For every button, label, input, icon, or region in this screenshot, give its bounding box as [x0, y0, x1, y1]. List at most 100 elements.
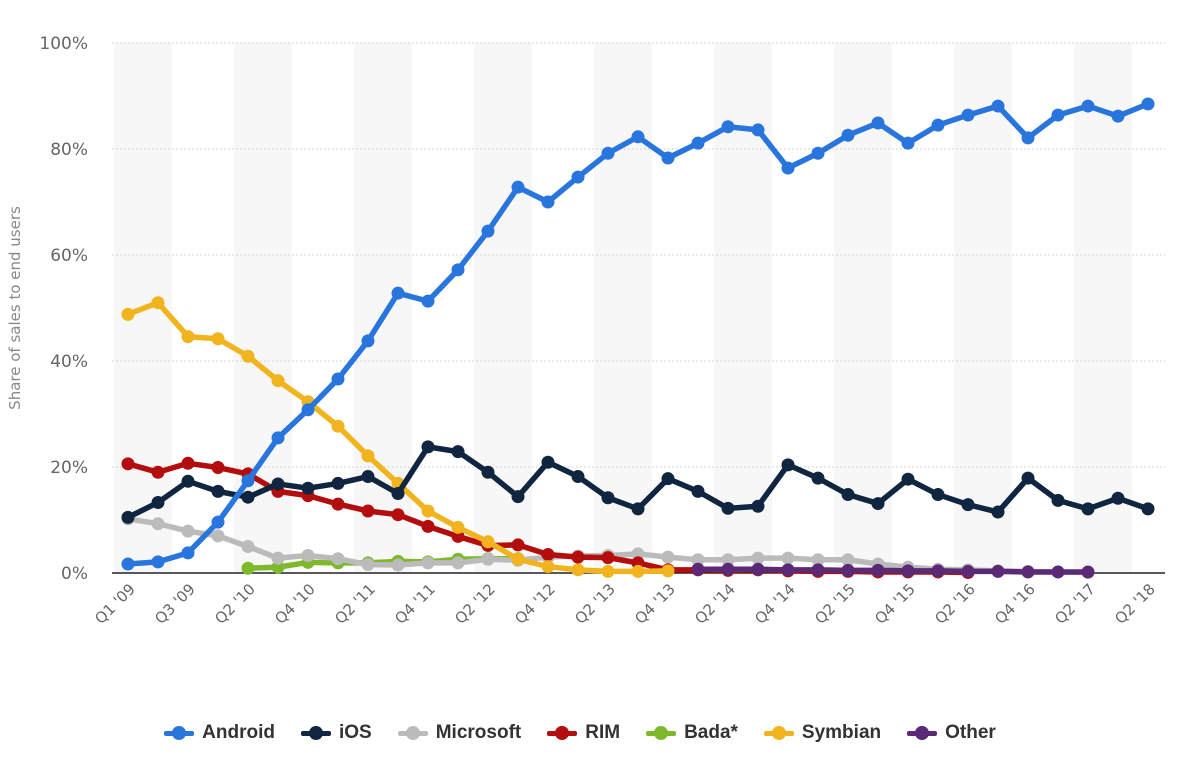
data-point[interactable]: [871, 563, 885, 577]
legend-item[interactable]: Symbian: [763, 722, 881, 744]
data-point[interactable]: [751, 499, 765, 513]
data-point[interactable]: [391, 286, 405, 300]
data-point[interactable]: [181, 474, 195, 488]
data-point[interactable]: [1051, 493, 1065, 507]
legend-item[interactable]: RIM: [547, 722, 620, 744]
data-point[interactable]: [751, 551, 765, 565]
data-point[interactable]: [181, 330, 195, 344]
data-point[interactable]: [541, 560, 555, 574]
data-point[interactable]: [1081, 502, 1095, 516]
data-point[interactable]: [121, 307, 135, 321]
data-point[interactable]: [151, 296, 165, 310]
data-point[interactable]: [211, 484, 225, 498]
legend-item[interactable]: Android: [164, 722, 275, 744]
data-point[interactable]: [451, 263, 465, 277]
data-point[interactable]: [571, 563, 585, 577]
data-point[interactable]: [211, 515, 225, 529]
data-point[interactable]: [781, 458, 795, 472]
data-point[interactable]: [781, 563, 795, 577]
data-point[interactable]: [601, 564, 615, 578]
data-point[interactable]: [451, 445, 465, 459]
data-point[interactable]: [241, 474, 255, 488]
data-point[interactable]: [271, 374, 285, 388]
data-point[interactable]: [691, 136, 705, 150]
data-point[interactable]: [661, 550, 675, 564]
data-point[interactable]: [391, 558, 405, 572]
data-point[interactable]: [481, 465, 495, 479]
data-point[interactable]: [541, 547, 555, 561]
data-point[interactable]: [121, 457, 135, 471]
data-point[interactable]: [481, 535, 495, 549]
data-point[interactable]: [901, 136, 915, 150]
data-point[interactable]: [841, 563, 855, 577]
data-point[interactable]: [1051, 565, 1065, 579]
data-point[interactable]: [361, 558, 375, 572]
data-point[interactable]: [781, 161, 795, 175]
legend-item[interactable]: iOS: [301, 722, 372, 744]
data-point[interactable]: [571, 170, 585, 184]
data-point[interactable]: [391, 508, 405, 522]
data-point[interactable]: [901, 472, 915, 486]
data-point[interactable]: [1141, 97, 1155, 111]
data-point[interactable]: [991, 99, 1005, 113]
data-point[interactable]: [181, 546, 195, 560]
data-point[interactable]: [361, 504, 375, 518]
legend-item[interactable]: Other: [907, 722, 996, 744]
data-point[interactable]: [271, 431, 285, 445]
data-point[interactable]: [361, 449, 375, 463]
data-point[interactable]: [331, 372, 345, 386]
data-point[interactable]: [421, 519, 435, 533]
data-point[interactable]: [361, 470, 375, 484]
data-point[interactable]: [451, 556, 465, 570]
legend-item[interactable]: Bada*: [646, 722, 738, 744]
legend-item[interactable]: Microsoft: [397, 722, 521, 744]
data-point[interactable]: [901, 564, 915, 578]
data-point[interactable]: [151, 496, 165, 510]
data-point[interactable]: [1081, 565, 1095, 579]
data-point[interactable]: [1111, 109, 1125, 123]
data-point[interactable]: [601, 551, 615, 565]
data-point[interactable]: [571, 470, 585, 484]
data-point[interactable]: [961, 564, 975, 578]
data-point[interactable]: [571, 550, 585, 564]
data-point[interactable]: [871, 497, 885, 511]
data-point[interactable]: [451, 529, 465, 543]
data-point[interactable]: [511, 552, 525, 566]
data-point[interactable]: [1111, 491, 1125, 505]
data-point[interactable]: [151, 465, 165, 479]
data-point[interactable]: [151, 555, 165, 569]
data-point[interactable]: [1021, 131, 1035, 145]
data-point[interactable]: [181, 524, 195, 538]
data-point[interactable]: [361, 334, 375, 348]
data-point[interactable]: [331, 552, 345, 566]
data-point[interactable]: [241, 349, 255, 363]
data-point[interactable]: [601, 146, 615, 160]
data-point[interactable]: [151, 517, 165, 531]
data-point[interactable]: [1051, 108, 1065, 122]
data-point[interactable]: [211, 529, 225, 543]
data-point[interactable]: [1141, 502, 1155, 516]
data-point[interactable]: [721, 501, 735, 515]
data-point[interactable]: [781, 551, 795, 565]
data-point[interactable]: [931, 118, 945, 132]
data-point[interactable]: [691, 484, 705, 498]
data-point[interactable]: [421, 504, 435, 518]
data-point[interactable]: [1021, 565, 1035, 579]
data-point[interactable]: [661, 564, 675, 578]
data-point[interactable]: [601, 491, 615, 505]
data-point[interactable]: [391, 487, 405, 500]
data-point[interactable]: [241, 490, 255, 504]
data-point[interactable]: [751, 123, 765, 137]
data-point[interactable]: [301, 481, 315, 495]
data-point[interactable]: [631, 130, 645, 144]
data-point[interactable]: [331, 476, 345, 490]
data-point[interactable]: [991, 505, 1005, 519]
data-point[interactable]: [1081, 99, 1095, 113]
data-point[interactable]: [691, 562, 705, 576]
data-point[interactable]: [301, 403, 315, 417]
data-point[interactable]: [631, 547, 645, 561]
data-point[interactable]: [871, 116, 885, 130]
data-point[interactable]: [451, 520, 465, 534]
data-point[interactable]: [241, 561, 255, 575]
data-point[interactable]: [511, 180, 525, 194]
